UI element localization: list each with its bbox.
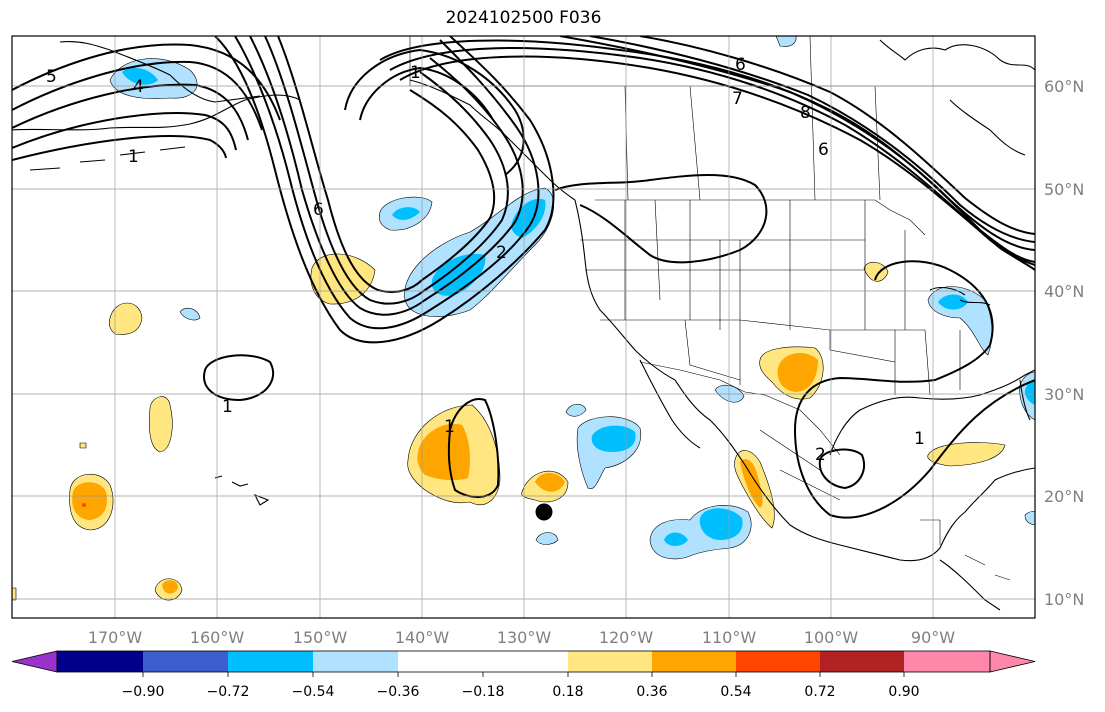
lon-label: 90°W <box>911 628 955 647</box>
contour-label: 7 <box>732 89 743 109</box>
contour-label: 6 <box>313 200 324 220</box>
yellow-anomaly-plains <box>863 261 889 282</box>
colorbar-label: −0.18 <box>462 684 505 700</box>
blue-anomaly-offshore <box>565 403 587 417</box>
colorbar-segment <box>820 651 904 672</box>
contour-label: 1 <box>914 429 925 449</box>
colorbar: −0.90 −0.72 −0.54 −0.36 −0.18 0.18 0.36 … <box>11 650 1036 700</box>
colorbar-segment <box>313 651 398 672</box>
colorbar-label: −0.72 <box>207 684 250 700</box>
lat-label: 10°N <box>1044 590 1084 609</box>
contour-label: 5 <box>46 67 57 87</box>
colorbar-segment <box>228 651 313 672</box>
lon-label: 170°W <box>88 628 143 647</box>
colorbar-label: 0.54 <box>720 684 751 700</box>
yellow-anomaly-gulf <box>927 442 1006 467</box>
lon-label: 100°W <box>804 628 859 647</box>
colorbar-label: 0.18 <box>552 684 583 700</box>
lat-label: 50°N <box>1044 180 1084 199</box>
yellow-anomaly-west-small <box>108 302 143 335</box>
lat-label: 40°N <box>1044 282 1084 301</box>
contour-label: 1 <box>444 417 455 437</box>
colorbar-label: −0.90 <box>122 684 165 700</box>
blue-anomaly-small-south <box>535 532 559 545</box>
colorbar-segment <box>398 651 483 672</box>
colorbar-min-extend <box>11 650 58 673</box>
colorbar-label: 0.36 <box>636 684 667 700</box>
yellow-anomaly-dot <box>79 442 87 449</box>
lat-label: 20°N <box>1044 487 1084 506</box>
colorbar-segment <box>652 651 736 672</box>
colorbar-max-extend <box>989 650 1036 673</box>
longitude-labels: 170°W 160°W 150°W 140°W 130°W 120°W 110°… <box>88 628 955 647</box>
map-frame <box>11 35 1036 619</box>
contour-label: 1 <box>222 397 233 417</box>
shaded-anomaly-layer <box>12 36 1035 601</box>
colorbar-segment <box>568 651 652 672</box>
yellow-anomaly-left-edge <box>12 587 17 601</box>
contour-label-layer: 5 4 1 6 2 1 6 7 8 6 1 1 2 1 <box>46 55 925 465</box>
lon-label: 160°W <box>190 628 245 647</box>
colorbar-segment <box>904 651 990 672</box>
blue-anomaly-small-west <box>179 307 201 321</box>
lon-label: 110°W <box>702 628 757 647</box>
colorbar-label: 0.90 <box>888 684 919 700</box>
lon-label: 150°W <box>293 628 348 647</box>
lat-label: 60°N <box>1044 77 1084 96</box>
latitude-labels: 60°N 50°N 40°N 30°N 20°N 10°N <box>1044 77 1084 609</box>
contour-layer <box>12 36 1035 519</box>
colorbar-segment <box>143 651 228 672</box>
lat-label: 30°N <box>1044 385 1084 404</box>
storm-position-marker <box>535 503 553 521</box>
colorbar-segment <box>57 651 143 672</box>
lon-label: 120°W <box>599 628 654 647</box>
contour-label: 2 <box>815 445 826 465</box>
colorbar-label: −0.36 <box>377 684 420 700</box>
contour-label: 6 <box>818 140 829 160</box>
lon-label: 130°W <box>497 628 552 647</box>
lon-label: 140°W <box>395 628 450 647</box>
colorbar-segment <box>483 651 568 672</box>
colorbar-label: −0.54 <box>292 684 335 700</box>
map-title: 2024102500 F036 <box>445 8 602 28</box>
contour-label: 8 <box>800 103 811 123</box>
yellow-anomaly-mid-pac <box>149 396 173 453</box>
blue-anomaly-top-small <box>775 36 797 47</box>
contour-label: 1 <box>128 147 139 167</box>
blue-anomaly-east-south <box>1024 511 1035 526</box>
gridlines <box>12 36 1035 618</box>
contour-label: 1 <box>410 63 421 83</box>
colorbar-segment <box>736 651 820 672</box>
colorbar-label: 0.72 <box>804 684 835 700</box>
contour-label: 4 <box>133 77 144 97</box>
contour-label: 6 <box>735 55 746 75</box>
contour-label: 2 <box>496 243 507 263</box>
